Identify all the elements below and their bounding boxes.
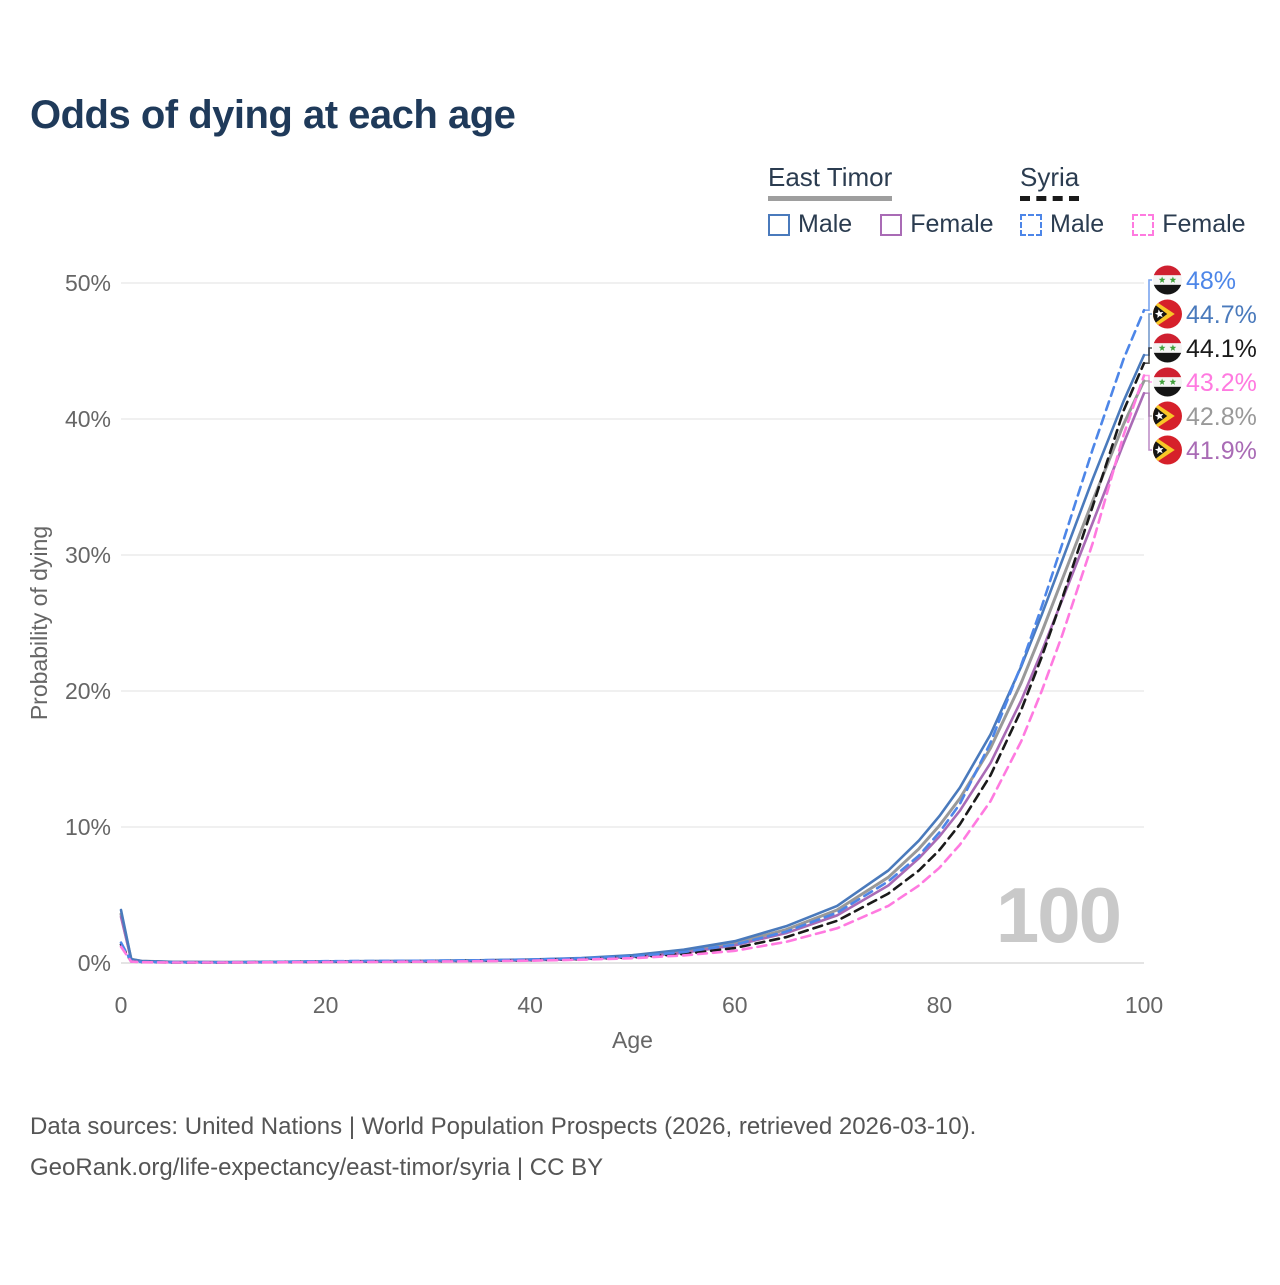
leader-line-syria-total bbox=[1144, 347, 1152, 364]
legend-item-label: Male bbox=[1050, 210, 1105, 238]
end-label-syria-male: 48% bbox=[1186, 267, 1236, 295]
series-line-syria-total[interactable] bbox=[119, 361, 1146, 964]
legend-items-east-timor: Male Female bbox=[768, 210, 994, 239]
end-label-syria-female: 43.2% bbox=[1186, 369, 1257, 397]
x-tick-label: 60 bbox=[722, 992, 748, 1018]
y-tick-label: 0% bbox=[78, 950, 111, 976]
flag-east-timor-icon bbox=[1153, 435, 1182, 465]
end-label-syria-total: 44.1% bbox=[1186, 335, 1257, 363]
legend-title-east-timor[interactable]: East Timor bbox=[768, 162, 893, 201]
leader-line-east-timor-male bbox=[1144, 313, 1152, 356]
series-line-east-timor-male[interactable] bbox=[119, 353, 1146, 964]
legend-item-label: Male bbox=[798, 210, 853, 238]
x-tick-label: 20 bbox=[313, 992, 339, 1018]
attribution-line: GeoRank.org/life-expectancy/east-timor/s… bbox=[30, 1154, 604, 1182]
syria-female-swatch-icon bbox=[1132, 213, 1155, 236]
y-tick-label: 50% bbox=[65, 270, 111, 296]
x-tick-label: 40 bbox=[517, 992, 543, 1018]
legend-item-label: Female bbox=[910, 210, 994, 238]
series-line-syria-male[interactable] bbox=[119, 308, 1146, 964]
series-line-east-timor-female[interactable] bbox=[119, 391, 1146, 964]
leader-line-east-timor-female bbox=[1144, 392, 1152, 451]
end-label-east-timor-female: 41.9% bbox=[1186, 437, 1257, 465]
y-tick-label: 20% bbox=[65, 678, 111, 704]
legend-item-east-timor-male[interactable]: Male bbox=[768, 210, 852, 239]
flag-syria-icon bbox=[1153, 333, 1182, 363]
syria-male-swatch-icon bbox=[1020, 213, 1042, 236]
axis-title-y: Probability of dying bbox=[26, 526, 52, 720]
flag-syria-icon bbox=[1153, 265, 1182, 295]
flag-east-timor-icon bbox=[1153, 401, 1182, 431]
legend-title-syria[interactable]: Syria bbox=[1020, 162, 1080, 201]
y-tick-label: 10% bbox=[65, 814, 111, 840]
page-title: Odds of dying at each age bbox=[30, 93, 516, 137]
east-timor-male-swatch-icon bbox=[768, 213, 790, 236]
legend-item-syria-male[interactable]: Male bbox=[1020, 210, 1104, 239]
legend-item-syria-female[interactable]: Female bbox=[1132, 210, 1246, 239]
legend-group-east-timor: East Timor Male Female bbox=[768, 162, 994, 239]
leader-line-syria-male bbox=[1144, 279, 1152, 311]
series-line-syria-female[interactable] bbox=[119, 374, 1146, 964]
x-tick-label: 80 bbox=[927, 992, 953, 1018]
y-tick-label: 30% bbox=[65, 542, 111, 568]
end-label-east-timor-total: 42.8% bbox=[1186, 403, 1257, 431]
x-tick-label: 0 bbox=[115, 992, 128, 1018]
leader-line-syria-female bbox=[1144, 374, 1152, 383]
series-line-east-timor-total[interactable] bbox=[119, 379, 1146, 964]
legend-item-label: Female bbox=[1162, 210, 1246, 238]
flag-east-timor-icon bbox=[1153, 299, 1182, 329]
footer: Data sources: United Nations | World Pop… bbox=[30, 1106, 976, 1189]
end-label-east-timor-male: 44.7% bbox=[1186, 301, 1257, 329]
east-timor-female-swatch-icon bbox=[880, 213, 903, 236]
watermark: 100 bbox=[996, 871, 1120, 959]
y-tick-label: 40% bbox=[65, 406, 111, 432]
x-tick-label: 100 bbox=[1125, 992, 1163, 1018]
data-source-line: Data sources: United Nations | World Pop… bbox=[30, 1113, 977, 1140]
legend-group-syria: Syria Male Female bbox=[1020, 162, 1246, 239]
flag-syria-icon bbox=[1153, 367, 1182, 397]
legend-item-east-timor-female[interactable]: Female bbox=[880, 210, 994, 239]
axis-title-x: Age bbox=[612, 1027, 653, 1053]
leader-line-east-timor-total bbox=[1144, 380, 1152, 417]
legend-items-syria: Male Female bbox=[1020, 210, 1246, 239]
